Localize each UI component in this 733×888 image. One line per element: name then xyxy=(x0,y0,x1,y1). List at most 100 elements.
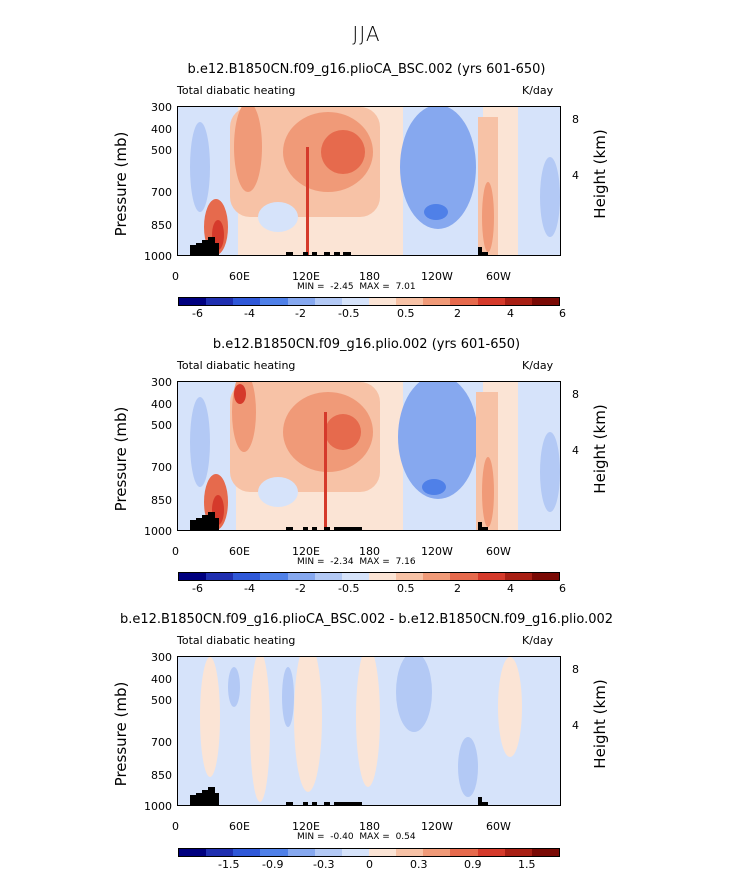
colorbar-1-swatch-6 xyxy=(314,298,342,305)
panel-2-cbar-label-3: -2 xyxy=(295,582,306,595)
panel-1-plot-area xyxy=(177,106,561,256)
panel-3-ytick-500: 500 xyxy=(151,694,172,707)
panel-2-cbar-label-4: -0.5 xyxy=(338,582,360,595)
panel-3-cbar-label-2: -0.9 xyxy=(262,858,284,871)
colorbar-1-swatch-12 xyxy=(477,298,505,305)
panel-2-xtick-60e: 60E xyxy=(229,545,250,558)
panel-1-xtick-180: 180 xyxy=(359,270,380,283)
colorbar-3-swatch-11 xyxy=(450,849,478,856)
panel-3-colorbar xyxy=(178,848,560,857)
colorbar-3-swatch-10 xyxy=(423,849,451,856)
panel-1-ytick-1000: 1000 xyxy=(144,250,172,263)
panel-3-left-string: Total diabatic heating xyxy=(177,634,296,647)
colorbar-1-swatch-13 xyxy=(504,298,532,305)
colorbar-3-swatch-5 xyxy=(287,849,315,856)
panel-1-ytick-850: 850 xyxy=(151,219,172,232)
panel-1-right-string: K/day xyxy=(522,84,554,97)
panel-3-min-label: MIN = xyxy=(297,832,325,842)
colorbar-2-swatch-9 xyxy=(396,573,424,580)
panel-2-ytick-400: 400 xyxy=(151,398,172,411)
colorbar-1-swatch-11 xyxy=(450,298,478,305)
panel-2-plot-area xyxy=(177,381,561,531)
panel-1-max-value: 7.01 xyxy=(395,282,416,292)
colorbar-3-swatch-6 xyxy=(314,849,342,856)
colorbar-1-swatch-14 xyxy=(531,298,559,305)
panel-1-stats: MIN = -2.45 MAX = 7.01 xyxy=(297,282,416,292)
panel-1-ytick-right-8: 8 xyxy=(572,113,579,126)
panel-1-cbar-label-2: -4 xyxy=(244,307,255,320)
panel-1-cbar-label-1: -6 xyxy=(192,307,203,320)
colorbar-2-swatch-5 xyxy=(287,573,315,580)
panel-1-min-label: MIN = xyxy=(297,282,325,292)
panel-1-xtick-0: 0 xyxy=(172,270,179,283)
colorbar-2-swatch-14 xyxy=(531,573,559,580)
panel-2-ylabel: Pressure (mb) xyxy=(112,406,130,512)
panel-1-ytick-400: 400 xyxy=(151,123,172,136)
panel-2-xtick-120e: 120E xyxy=(292,545,320,558)
panel-3-ylabel-right: Height (km) xyxy=(591,679,609,769)
colorbar-2-swatch-10 xyxy=(423,573,451,580)
colorbar-2-swatch-2 xyxy=(206,573,234,580)
panel-1-ytick-300: 300 xyxy=(151,101,172,114)
panel-3-cbar-label-3: -0.3 xyxy=(313,858,335,871)
panel-3-title: b.e12.B1850CN.f09_g16.plioCA_BSC.002 - b… xyxy=(119,612,614,627)
panel-3-right-string: K/day xyxy=(522,634,554,647)
panel-1-cbar-label-7: 4 xyxy=(507,307,514,320)
main-title: JJA xyxy=(352,22,381,46)
panel-2-cbar-label-5: 0.5 xyxy=(397,582,415,595)
panel-1-left-string: Total diabatic heating xyxy=(177,84,296,97)
panel-2-ytick-850: 850 xyxy=(151,494,172,507)
panel-3-cbar-label-7: 1.5 xyxy=(518,858,536,871)
panel-3-stats: MIN = -0.40 MAX = 0.54 xyxy=(297,832,416,842)
panel-2-ytick-500: 500 xyxy=(151,419,172,432)
panel-3-xtick-120e: 120E xyxy=(292,820,320,833)
colorbar-2-swatch-7 xyxy=(341,573,369,580)
panel-1-cbar-label-8: 6 xyxy=(559,307,566,320)
colorbar-2-swatch-12 xyxy=(477,573,505,580)
colorbar-1-swatch-10 xyxy=(423,298,451,305)
panel-1-min-value: -2.45 xyxy=(330,282,354,292)
panel-2-ytick-300: 300 xyxy=(151,376,172,389)
panel-3-ytick-300: 300 xyxy=(151,651,172,664)
panel-3-min-value: -0.40 xyxy=(330,832,354,842)
panel-2-left-string: Total diabatic heating xyxy=(177,359,296,372)
panel-2-min-label: MIN = xyxy=(297,557,325,567)
panel-3-xtick-0: 0 xyxy=(172,820,179,833)
colorbar-2-swatch-11 xyxy=(450,573,478,580)
panel-3-max-value: 0.54 xyxy=(395,832,416,842)
panel-2-colorbar xyxy=(178,572,560,581)
colorbar-1-swatch-5 xyxy=(287,298,315,305)
panel-1-xtick-120e: 120E xyxy=(292,270,320,283)
panel-1-ytick-500: 500 xyxy=(151,144,172,157)
panel-1-ytick-right-4: 4 xyxy=(572,169,579,182)
panel-1-cbar-label-5: 0.5 xyxy=(397,307,415,320)
panel-1-max-label: MAX = xyxy=(359,282,390,292)
panel-2-cbar-label-6: 2 xyxy=(454,582,461,595)
colorbar-3-swatch-4 xyxy=(260,849,288,856)
panel-2-xtick-0: 0 xyxy=(172,545,179,558)
panel-2-xtick-180: 180 xyxy=(359,545,380,558)
panel-3-xtick-180: 180 xyxy=(359,820,380,833)
panel-2-cbar-label-7: 4 xyxy=(507,582,514,595)
panel-3-ytick-right-4: 4 xyxy=(572,719,579,732)
colorbar-3-swatch-12 xyxy=(477,849,505,856)
panel-2-max-label: MAX = xyxy=(359,557,390,567)
colorbar-3-swatch-8 xyxy=(368,849,397,856)
panel-2-ytick-700: 700 xyxy=(151,461,172,474)
panel-1-xtick-60e: 60E xyxy=(229,270,250,283)
panel-2-right-string: K/day xyxy=(522,359,554,372)
panel-3-ylabel: Pressure (mb) xyxy=(112,681,130,787)
panel-2-stats: MIN = -2.34 MAX = 7.16 xyxy=(297,557,416,567)
panel-2-max-value: 7.16 xyxy=(395,557,416,567)
panel-3-cbar-label-6: 0.9 xyxy=(464,858,482,871)
colorbar-3-swatch-7 xyxy=(341,849,369,856)
panel-1-ylabel-right: Height (km) xyxy=(591,129,609,219)
panel-2-cbar-label-2: -4 xyxy=(244,582,255,595)
panel-2-ytick-1000: 1000 xyxy=(144,525,172,538)
colorbar-3-swatch-2 xyxy=(206,849,234,856)
colorbar-1-swatch-9 xyxy=(396,298,424,305)
colorbar-3-swatch-3 xyxy=(233,849,261,856)
panel-2-min-value: -2.34 xyxy=(330,557,354,567)
panel-1-colorbar xyxy=(178,297,560,306)
panel-1-ylabel: Pressure (mb) xyxy=(112,131,130,237)
